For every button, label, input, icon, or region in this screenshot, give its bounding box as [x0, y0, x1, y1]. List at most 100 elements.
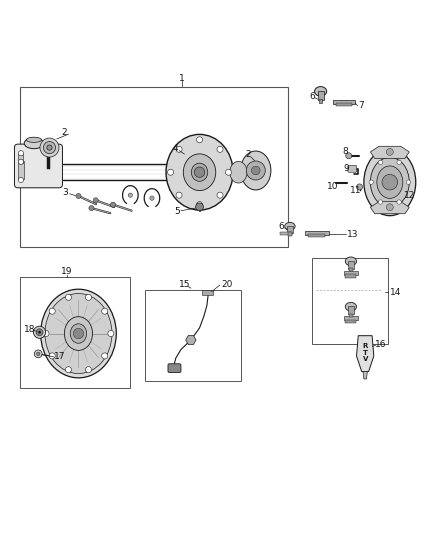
Ellipse shape	[26, 137, 42, 142]
Polygon shape	[371, 201, 409, 214]
Text: 12: 12	[404, 191, 416, 200]
Circle shape	[47, 145, 52, 150]
Circle shape	[93, 198, 99, 203]
Circle shape	[73, 328, 84, 338]
Ellipse shape	[377, 166, 403, 198]
Circle shape	[197, 137, 202, 143]
Circle shape	[246, 161, 265, 180]
Ellipse shape	[184, 154, 216, 191]
Circle shape	[102, 353, 108, 359]
Bar	[20, 87, 288, 247]
Polygon shape	[357, 336, 374, 372]
Text: 11: 11	[350, 187, 361, 195]
Bar	[345, 274, 356, 278]
Circle shape	[197, 201, 202, 208]
Circle shape	[43, 142, 56, 154]
Circle shape	[85, 294, 92, 301]
Bar	[343, 316, 358, 320]
Circle shape	[194, 167, 205, 177]
Circle shape	[397, 160, 401, 165]
Circle shape	[36, 329, 43, 336]
Circle shape	[36, 352, 40, 356]
Circle shape	[386, 204, 393, 211]
Text: 9: 9	[344, 164, 350, 173]
Bar	[348, 261, 354, 269]
Ellipse shape	[230, 161, 247, 183]
Ellipse shape	[345, 302, 357, 311]
Bar	[20, 277, 131, 387]
Bar	[336, 103, 352, 106]
Ellipse shape	[191, 163, 208, 181]
Bar	[318, 91, 324, 100]
Text: 13: 13	[346, 230, 358, 239]
Polygon shape	[363, 372, 367, 379]
FancyBboxPatch shape	[348, 165, 357, 172]
Bar	[18, 154, 23, 163]
Text: 5: 5	[174, 207, 180, 216]
Bar	[145, 290, 240, 381]
Bar	[345, 320, 356, 323]
Circle shape	[85, 367, 92, 373]
Text: 19: 19	[61, 267, 73, 276]
Circle shape	[110, 202, 116, 207]
Circle shape	[18, 177, 24, 183]
Circle shape	[150, 196, 154, 200]
Bar	[348, 306, 354, 314]
Text: 8: 8	[343, 148, 349, 156]
Bar	[343, 271, 358, 274]
Ellipse shape	[70, 324, 87, 343]
Text: R: R	[363, 343, 368, 349]
Circle shape	[386, 149, 393, 155]
Bar	[287, 226, 293, 233]
FancyBboxPatch shape	[14, 144, 63, 188]
Circle shape	[18, 151, 24, 156]
Ellipse shape	[41, 289, 117, 378]
Circle shape	[176, 146, 182, 152]
Text: 3: 3	[63, 188, 68, 197]
Ellipse shape	[240, 151, 271, 190]
Ellipse shape	[166, 134, 233, 210]
Ellipse shape	[314, 86, 327, 96]
Bar	[202, 290, 213, 295]
Text: 20: 20	[221, 280, 233, 289]
Circle shape	[397, 200, 401, 204]
Bar	[312, 258, 388, 344]
Circle shape	[251, 166, 260, 175]
Circle shape	[40, 138, 59, 157]
Text: V: V	[363, 357, 368, 362]
Bar	[279, 232, 292, 236]
Circle shape	[196, 203, 203, 211]
Circle shape	[217, 192, 223, 198]
Circle shape	[176, 192, 182, 198]
Text: 14: 14	[390, 288, 401, 297]
Ellipse shape	[345, 257, 357, 265]
Ellipse shape	[45, 294, 112, 374]
Circle shape	[49, 308, 55, 314]
Bar	[288, 232, 292, 236]
Ellipse shape	[64, 317, 92, 350]
Circle shape	[33, 326, 46, 338]
Text: 18: 18	[24, 325, 36, 334]
Circle shape	[406, 180, 410, 184]
Circle shape	[102, 308, 108, 314]
Circle shape	[76, 193, 81, 199]
Circle shape	[378, 160, 383, 165]
Circle shape	[378, 200, 383, 204]
Ellipse shape	[364, 149, 416, 216]
Text: 17: 17	[54, 352, 66, 361]
Text: 10: 10	[327, 182, 338, 191]
Circle shape	[38, 331, 41, 334]
Text: 2: 2	[246, 150, 251, 159]
Text: T: T	[363, 350, 367, 356]
Text: 4: 4	[172, 144, 178, 154]
Circle shape	[108, 330, 114, 336]
Polygon shape	[371, 146, 409, 158]
Text: 16: 16	[375, 340, 387, 349]
Circle shape	[128, 193, 133, 197]
Circle shape	[369, 180, 373, 184]
Circle shape	[89, 206, 94, 211]
Circle shape	[168, 169, 173, 175]
Circle shape	[34, 350, 42, 358]
Ellipse shape	[24, 138, 44, 149]
Circle shape	[357, 184, 363, 190]
